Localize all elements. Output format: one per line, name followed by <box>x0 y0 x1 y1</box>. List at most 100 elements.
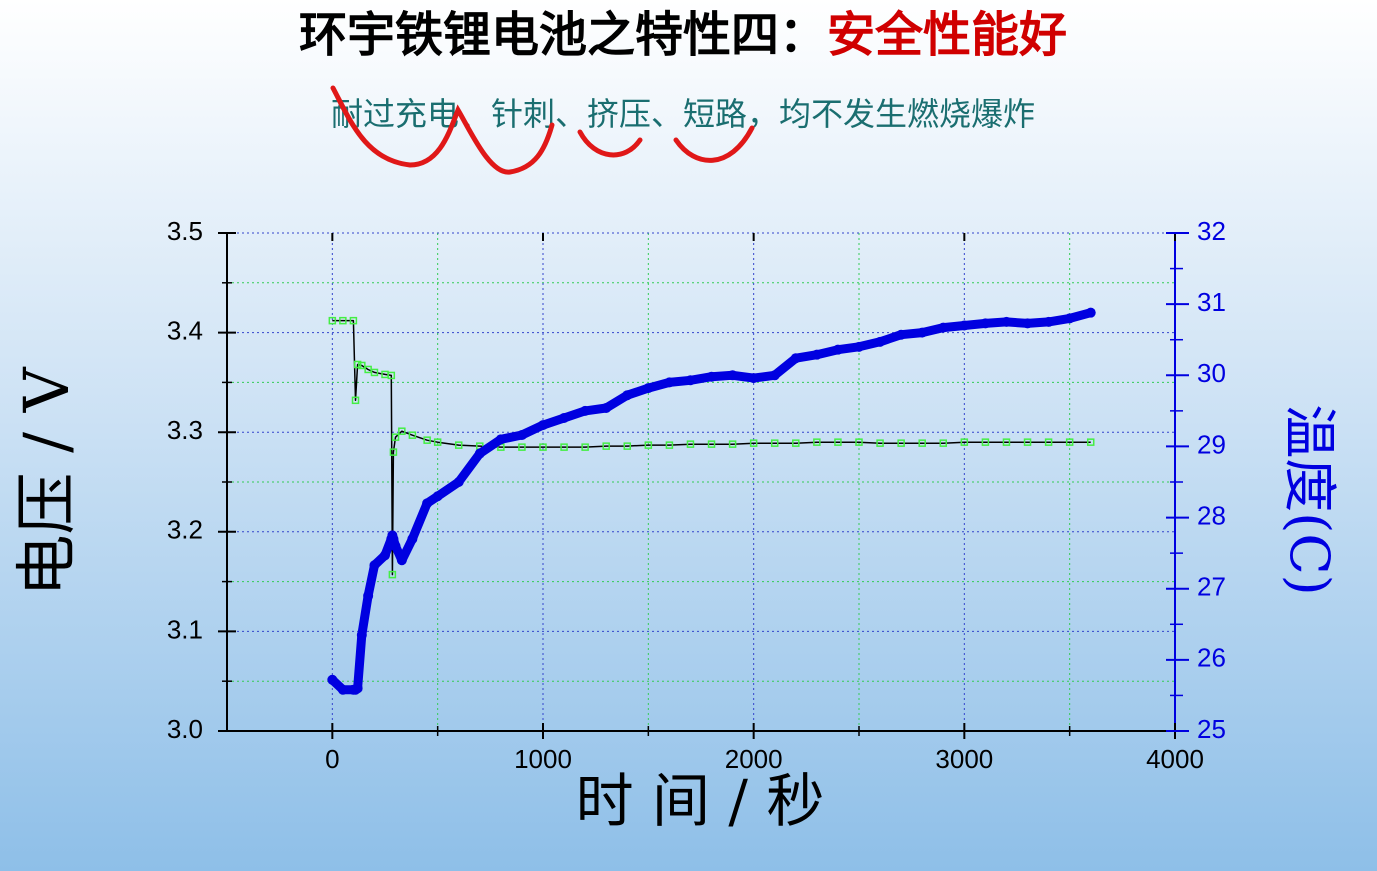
data-point <box>854 341 864 352</box>
y-tick-label: 3.0 <box>167 714 203 744</box>
data-point <box>875 336 886 347</box>
data-point <box>433 438 442 446</box>
data-point <box>495 434 506 445</box>
data-point <box>960 438 969 446</box>
y-tick-label: 3.2 <box>167 515 203 545</box>
data-point <box>356 629 367 640</box>
data-point <box>832 344 843 355</box>
data-point <box>1086 438 1095 446</box>
data-point <box>981 438 990 446</box>
data-point <box>897 439 905 447</box>
data-point <box>1022 318 1033 329</box>
data-point <box>706 371 717 382</box>
y-tick-label: 3.4 <box>167 315 203 345</box>
data-point <box>1064 313 1075 324</box>
data-point <box>727 370 738 381</box>
data-point <box>474 448 485 459</box>
data-point <box>1085 307 1096 318</box>
data-point <box>380 550 390 561</box>
data-point <box>1065 438 1074 446</box>
data-point <box>339 316 347 325</box>
data-point <box>1023 438 1032 446</box>
y2-tick-label: 30 <box>1197 358 1226 388</box>
data-point <box>790 353 801 364</box>
data-point <box>422 498 433 509</box>
data-point <box>980 318 991 329</box>
data-point <box>327 674 338 685</box>
data-point <box>769 370 780 381</box>
data-point <box>665 441 674 449</box>
data-point <box>855 438 863 446</box>
y2-tick-label: 28 <box>1197 500 1226 530</box>
y2-axis-label: 温度(C) <box>1278 404 1341 595</box>
y2-tick-label: 25 <box>1197 714 1226 744</box>
x-tick-label: 3000 <box>935 744 993 774</box>
data-point <box>643 383 654 394</box>
data-point <box>353 360 362 369</box>
y2-tick-label: 31 <box>1197 287 1226 317</box>
data-point <box>352 683 363 694</box>
data-point <box>749 439 758 447</box>
handwriting-stroke <box>673 125 755 163</box>
data-point <box>559 412 570 423</box>
data-point <box>644 441 653 449</box>
data-point <box>748 373 759 384</box>
data-point <box>358 361 366 370</box>
data-point <box>959 320 970 331</box>
y2-tick-label: 32 <box>1197 216 1226 246</box>
data-point <box>770 439 779 447</box>
data-point <box>1043 316 1054 327</box>
y2-tick-label: 29 <box>1197 429 1226 459</box>
handwriting-stroke <box>330 85 555 175</box>
data-point <box>453 477 464 487</box>
data-point <box>349 316 358 325</box>
data-point <box>538 420 548 431</box>
data-point <box>896 329 907 340</box>
data-point <box>398 427 406 435</box>
data-point <box>390 541 401 552</box>
y-tick-label: 3.3 <box>167 415 203 445</box>
title-main: 环宇铁锂电池之特性四： <box>299 7 827 63</box>
data-point <box>1002 438 1011 446</box>
data-point <box>917 327 928 338</box>
y2-tick-label: 26 <box>1197 643 1226 673</box>
data-point <box>622 390 633 401</box>
y-tick-label: 3.5 <box>167 216 203 246</box>
data-point <box>518 443 526 451</box>
x-tick-label: 0 <box>325 744 339 774</box>
data-point <box>560 443 568 451</box>
data-point <box>388 570 397 579</box>
chart-title: 环宇铁锂电池之特性四：安全性能好 <box>299 7 1067 63</box>
data-point <box>686 440 695 448</box>
handwriting <box>330 85 755 175</box>
data-point <box>539 443 547 451</box>
y-axis-label: 电压 / V <box>10 366 83 596</box>
subtitle: 耐过充电、针刺、挤压、短路，均不发生燃烧爆炸 <box>331 95 1035 133</box>
data-point <box>939 439 948 447</box>
data-point <box>387 371 396 380</box>
data-point <box>391 433 400 441</box>
y-tick-label: 3.1 <box>167 614 203 644</box>
data-point <box>581 443 589 451</box>
data-point <box>813 438 821 446</box>
data-point <box>728 440 737 448</box>
data-point <box>623 442 632 450</box>
data-point <box>707 440 716 448</box>
data-point <box>1044 438 1053 446</box>
title-highlight: 安全性能好 <box>827 7 1067 63</box>
data-point <box>369 560 380 571</box>
data-point <box>389 448 398 456</box>
x-tick-label: 2000 <box>725 744 783 774</box>
data-point <box>834 438 842 446</box>
data-point <box>432 491 443 502</box>
data-point <box>580 405 591 416</box>
data-point <box>918 439 926 447</box>
data-point <box>792 439 800 447</box>
data-point <box>601 403 612 414</box>
data-point <box>876 439 884 447</box>
data-point <box>370 368 379 377</box>
handwriting-stroke <box>577 129 643 158</box>
x-tick-label: 4000 <box>1146 744 1204 774</box>
